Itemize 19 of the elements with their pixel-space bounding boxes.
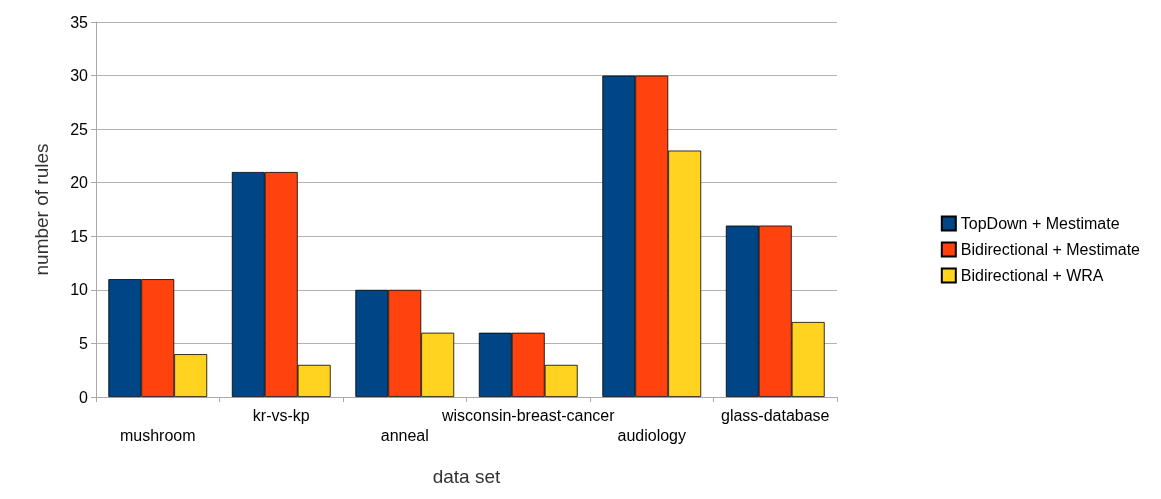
legend-label: Bidirectional + Mestimate — [960, 241, 1141, 258]
y-tick-label: 30 — [70, 67, 89, 85]
y-tick-label: 15 — [70, 227, 89, 245]
y-tick-label: 25 — [70, 120, 89, 138]
x-tick-label: wisconsin-breast-cancer — [440, 406, 616, 424]
x-tick-label: anneal — [380, 426, 429, 444]
y-tick-label: 10 — [70, 281, 89, 299]
legend-label: TopDown + Mestimate — [960, 215, 1120, 232]
legend-label: Bidirectional + WRA — [960, 267, 1104, 284]
x-tick-label: kr-vs-kp — [252, 406, 310, 424]
y-tick-label: 0 — [79, 388, 89, 406]
x-tick-label: mushroom — [119, 426, 196, 444]
x-tick-label: glass-database — [720, 406, 830, 424]
x-tick-label: audiology — [617, 426, 686, 444]
x-axis-title: data set — [432, 466, 502, 487]
y-tick-label: 20 — [70, 174, 89, 192]
y-axis-title: number of rules — [31, 143, 52, 276]
y-tick-label: 5 — [79, 334, 89, 352]
y-tick-label: 35 — [70, 13, 89, 31]
